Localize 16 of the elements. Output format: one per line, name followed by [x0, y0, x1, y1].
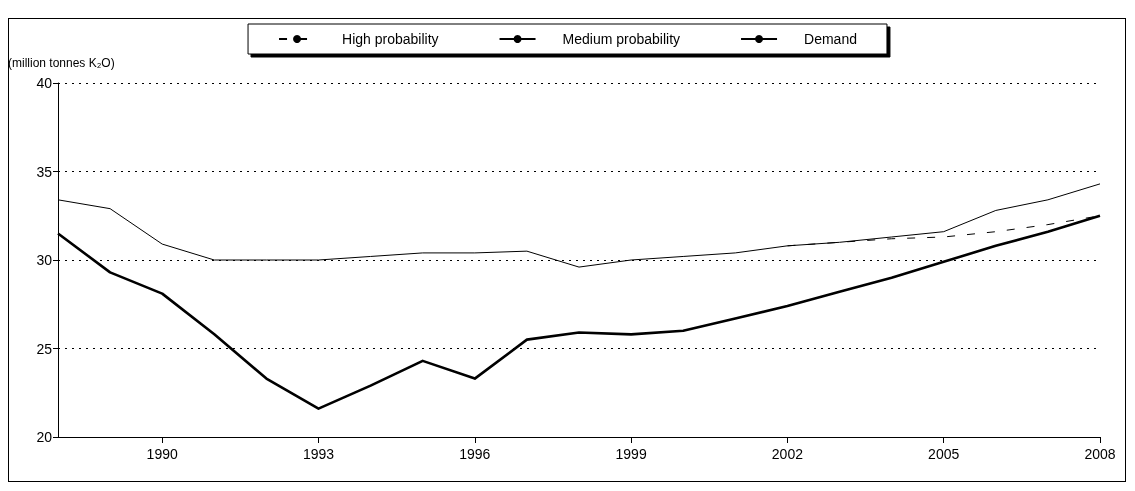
legend-label: Demand	[804, 31, 857, 47]
y-tick-label: 40	[36, 75, 53, 91]
x-tick-label: 2008	[1084, 446, 1116, 462]
x-tick-label: 1996	[459, 446, 491, 462]
legend-label: Medium probability	[562, 31, 681, 47]
y-tick-label: 25	[36, 340, 53, 357]
x-tick-label: 1999	[615, 446, 647, 462]
legend-label: High probability	[342, 31, 439, 47]
x-tick-label: 2002	[771, 446, 804, 462]
y-tick-label: 20	[36, 429, 53, 445]
y-axis-title: (million tonnes K₂O)	[8, 56, 115, 70]
x-tick-label: 1993	[302, 446, 335, 462]
x-tick-label: 2005	[928, 446, 960, 462]
y-tick-label: 35	[36, 163, 53, 180]
x-tick-label: 1990	[146, 446, 178, 462]
y-tick-label: 30	[36, 252, 53, 268]
